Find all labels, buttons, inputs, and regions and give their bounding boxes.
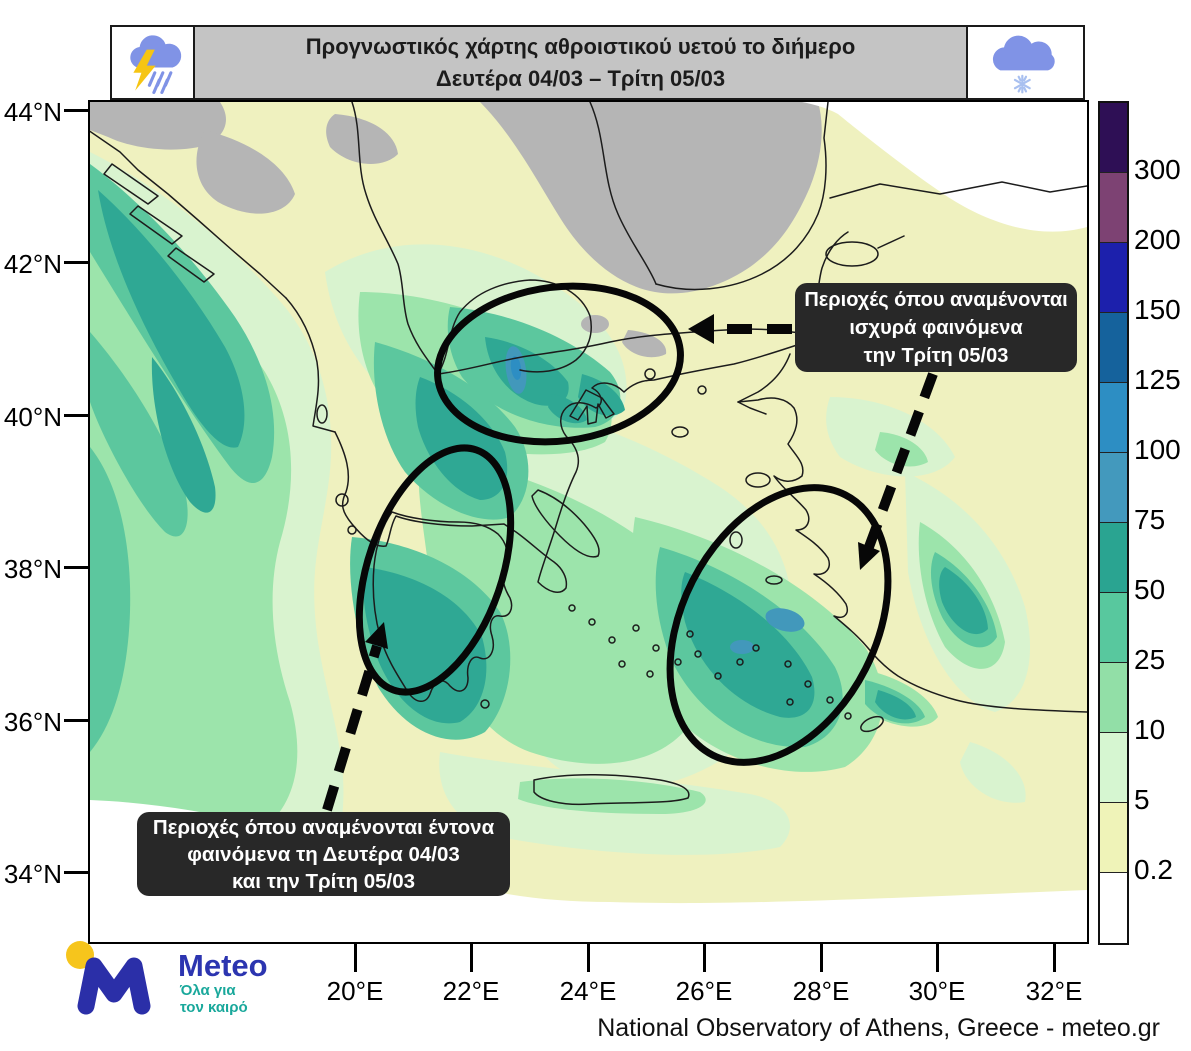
lat-label-40N: 40°N: [3, 402, 62, 432]
map-frame: [88, 100, 1089, 944]
arrow-heads: [365, 314, 880, 649]
snow-cloud-icon: [992, 35, 1055, 93]
lat-tick: [64, 871, 88, 874]
below-threshold-white: [90, 102, 1087, 942]
lat-label-38N: 38°N: [3, 554, 62, 584]
colorbar-label-100: 100: [1134, 434, 1181, 465]
colorbar-label-75: 75: [1134, 504, 1166, 535]
colorbar-segment: [1100, 523, 1127, 593]
logo-m-glyph: [77, 957, 151, 1015]
lon-label-28E: 28°E: [792, 976, 850, 1006]
lon-tick: [936, 942, 939, 972]
annotation-tuesday: Περιοχές όπου αναμένονται ισχυρά φαινόμε…: [795, 283, 1077, 372]
lon-tick: [354, 942, 357, 972]
colorbar-segment: [1100, 313, 1127, 383]
colorbar-label-125: 125: [1134, 364, 1181, 395]
arrow-to-se-ellipse: [864, 372, 938, 549]
logo-tagline-1: Όλα για: [180, 982, 236, 999]
colorbar-segment: [1100, 663, 1127, 733]
lon-tick: [470, 942, 473, 972]
colorbar-label-300: 300: [1134, 154, 1181, 185]
colorbar-segment: [1100, 453, 1127, 523]
highlight-ellipses: [355, 282, 892, 766]
lon-label-32E: 32°E: [1025, 976, 1083, 1006]
highlight-ellipse-north-greece: [434, 282, 684, 446]
annotation-line: την Τρίτη 05/03: [863, 344, 1009, 367]
colorbar-label-50: 50: [1134, 574, 1166, 605]
colorbar-label-0.2: 0.2: [1134, 854, 1173, 885]
highlight-ellipse-se-aegean: [666, 484, 892, 766]
lat-label-34N: 34°N: [3, 859, 62, 889]
colorbar-label-150: 150: [1134, 294, 1181, 325]
precipitation-colorbar: [1098, 101, 1129, 945]
lon-tick: [1053, 942, 1056, 972]
lon-label-20E: 20°E: [326, 976, 384, 1006]
colorbar-segment: [1100, 173, 1127, 243]
attribution-text: National Observatory of Athens, Greece -…: [597, 1014, 1160, 1042]
colorbar-segment: [1100, 803, 1127, 873]
colorbar-segment: [1100, 733, 1127, 803]
out-of-domain-gray: [90, 102, 822, 358]
precipitation-map: [90, 102, 1087, 942]
lat-tick: [64, 566, 88, 569]
lon-label-24E: 24°E: [559, 976, 617, 1006]
map-title: Προγνωστικός χάρτης αθροιστικού υετού το…: [195, 27, 966, 98]
precip-layer-50-75mm: [98, 190, 988, 724]
lon-tick: [703, 942, 706, 972]
annotation-line: ισχυρά φαινόμενα: [849, 316, 1023, 339]
colorbar-label-10: 10: [1134, 714, 1166, 745]
highlight-ellipse-west-greece: [355, 444, 515, 696]
snowflake-glyph: [1013, 74, 1031, 93]
logo-tagline-2: τον καιρό: [180, 999, 248, 1016]
colorbar-segment: [1100, 383, 1127, 453]
colorbar-segment: [1100, 873, 1127, 943]
meteo-logo-mark: [66, 941, 151, 1015]
annotation-line: και την Τρίτη 05/03: [231, 869, 416, 893]
title-bar: Προγνωστικός χάρτης αθροιστικού υετού το…: [110, 25, 1085, 100]
annotation-line: Περιοχές όπου αναμένονται έντονα: [152, 815, 495, 839]
colorbar-segment: [1100, 103, 1127, 173]
title-line-1: Προγνωστικός χάρτης αθροιστικού υετού το…: [305, 33, 856, 59]
lon-tick: [820, 942, 823, 972]
annotation-monday-tuesday: Περιοχές όπου αναμένονται έντονα φαινόμε…: [137, 812, 510, 896]
country-borders-coastlines: [90, 102, 1087, 806]
lon-label-30E: 30°E: [908, 976, 966, 1006]
lon-label-22E: 22°E: [442, 976, 500, 1006]
colorbar-segment: [1100, 243, 1127, 313]
storm-icon-box: [112, 27, 195, 98]
logo-wordmark: Meteo: [178, 948, 268, 983]
annotation-line: φαινόμενα τη Δευτέρα 04/03: [187, 842, 460, 866]
lat-tick: [64, 109, 88, 112]
annotation-line: Περιοχές όπου αναμένονται: [804, 288, 1068, 311]
lat-tick: [64, 261, 88, 264]
colorbar-label-5: 5: [1134, 784, 1150, 815]
snow-icon-box: [966, 27, 1083, 98]
lon-label-26E: 26°E: [675, 976, 733, 1006]
title-line-2: Δευτέρα 04/03 – Τρίτη 05/03: [435, 65, 726, 91]
precip-layer-100-125mm: [510, 356, 522, 380]
colorbar-label-25: 25: [1134, 644, 1166, 675]
meteo-logo: Meteo Όλα για τον καιρό: [62, 936, 292, 1022]
dashed-arrows: [322, 324, 938, 812]
lat-tick: [64, 719, 88, 722]
lat-label-44N: 44°N: [3, 97, 62, 127]
colorbar-segment: [1100, 593, 1127, 663]
storm-cloud-lightning-icon: [129, 34, 181, 94]
arrow-to-west-ellipse: [322, 644, 382, 812]
lat-label-36N: 36°N: [3, 707, 62, 737]
colorbar-label-200: 200: [1134, 224, 1181, 255]
lon-tick: [587, 942, 590, 972]
lat-label-42N: 42°N: [3, 249, 62, 279]
lat-tick: [64, 414, 88, 417]
